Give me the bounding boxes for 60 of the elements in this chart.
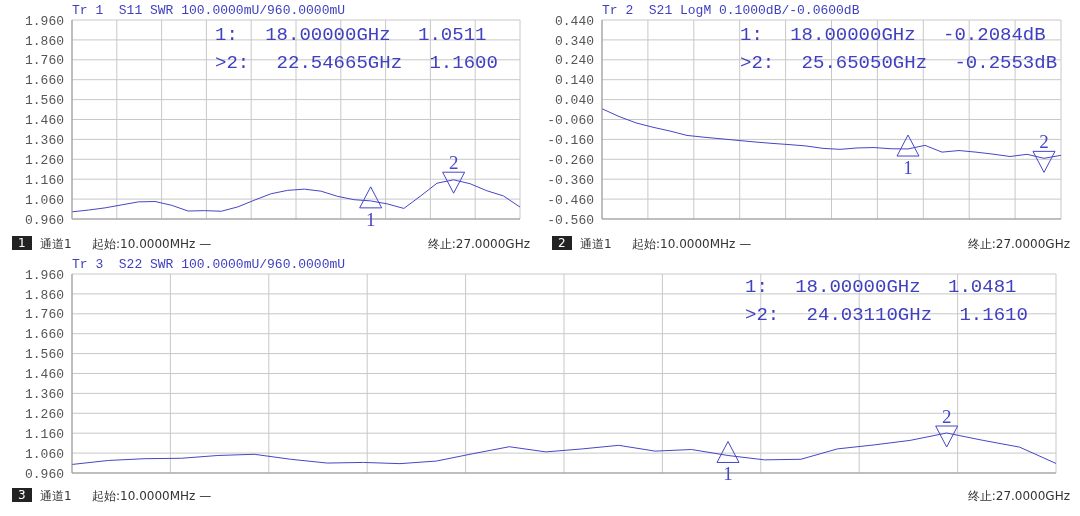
y-tick-label: 1.360 [24, 133, 64, 149]
y-tick-label: 0.040 [554, 93, 594, 109]
y-tick-label: 1.660 [24, 73, 64, 89]
text: 终止:27.0000GHz [967, 236, 1070, 253]
y-tick-label: 0.240 [554, 53, 594, 69]
y-tick-label: 0.440 [554, 13, 594, 29]
y-tick-label: 1.560 [24, 93, 64, 109]
chart-title: Tr 2 S21 LogM 0.1000dB/-0.0600dB [602, 3, 860, 18]
y-tick-label: 1.160 [24, 172, 64, 188]
annotation: >2: 25.65050GHz -0.2553dB [740, 52, 1058, 74]
text: 1 [12, 236, 32, 250]
y-tick-label: -0.160 [547, 133, 594, 149]
y-tick-label: 1.060 [24, 192, 64, 208]
y-tick-label: 1.460 [24, 367, 64, 383]
chart-title: Tr 3 S22 SWR 100.0000mU/960.0000mU [72, 257, 346, 272]
text: 通道1 [40, 488, 72, 505]
text: 3 [12, 488, 32, 502]
y-tick-label: 1.660 [24, 327, 64, 343]
y-tick-label: 1.860 [24, 33, 64, 49]
series-label: 1 [723, 463, 733, 485]
y-tick-label: 1.760 [24, 307, 64, 323]
chart-title: Tr 1 S11 SWR 100.0000mU/960.0000mU [72, 3, 346, 18]
y-tick-label: 1.560 [24, 347, 64, 363]
y-tick-label: 1.160 [24, 426, 64, 442]
annotation: 1: 18.00000GHz -0.2084dB [740, 24, 1046, 46]
y-tick-label: -0.060 [547, 113, 594, 129]
text: 起始:10.0000MHz — [92, 236, 212, 253]
y-tick-label: -0.460 [547, 192, 594, 208]
y-tick-label: 1.260 [24, 152, 64, 168]
annotation: 1: 18.00000GHz 1.0481 [745, 276, 1017, 298]
y-tick-label: 1.960 [24, 267, 64, 283]
series-label: 2 [941, 406, 952, 427]
text: 通道1 [580, 236, 612, 253]
y-tick-label: 0.960 [24, 212, 64, 228]
annotation: 1: 18.00000GHz 1.0511 [215, 24, 487, 46]
text: 通道1 [40, 236, 72, 253]
y-tick-label: 1.360 [24, 387, 64, 403]
y-tick-label: 0.960 [24, 466, 64, 482]
annotation: >2: 22.54665GHz 1.1600 [215, 52, 498, 74]
y-tick-label: 1.260 [24, 406, 64, 422]
y-tick-label: -0.260 [547, 152, 594, 168]
y-tick-label: 1.060 [24, 446, 64, 462]
y-tick-label: 1.960 [24, 13, 64, 29]
y-tick-label: 1.860 [24, 287, 64, 303]
y-tick-label: 0.140 [554, 73, 594, 89]
y-tick-label: -0.560 [547, 212, 594, 228]
y-tick-label: 0.340 [554, 33, 594, 49]
y-tick-label: 1.460 [24, 113, 64, 129]
text: 终止:27.0000GHz [427, 236, 530, 253]
text: 起始:10.0000MHz — [92, 488, 212, 505]
y-tick-label: -0.360 [547, 172, 594, 188]
annotation: >2: 24.03110GHz 1.1610 [745, 304, 1028, 326]
text: 终止:27.0000GHz [967, 488, 1070, 505]
series-label: 1 [365, 208, 376, 230]
y-tick-label: 1.760 [24, 53, 64, 69]
series-label: 1 [903, 157, 913, 179]
text: 起始:10.0000MHz — [632, 236, 752, 253]
series-label: 2 [1039, 131, 1049, 153]
text: 2 [552, 236, 572, 250]
series-label: 2 [448, 152, 459, 174]
